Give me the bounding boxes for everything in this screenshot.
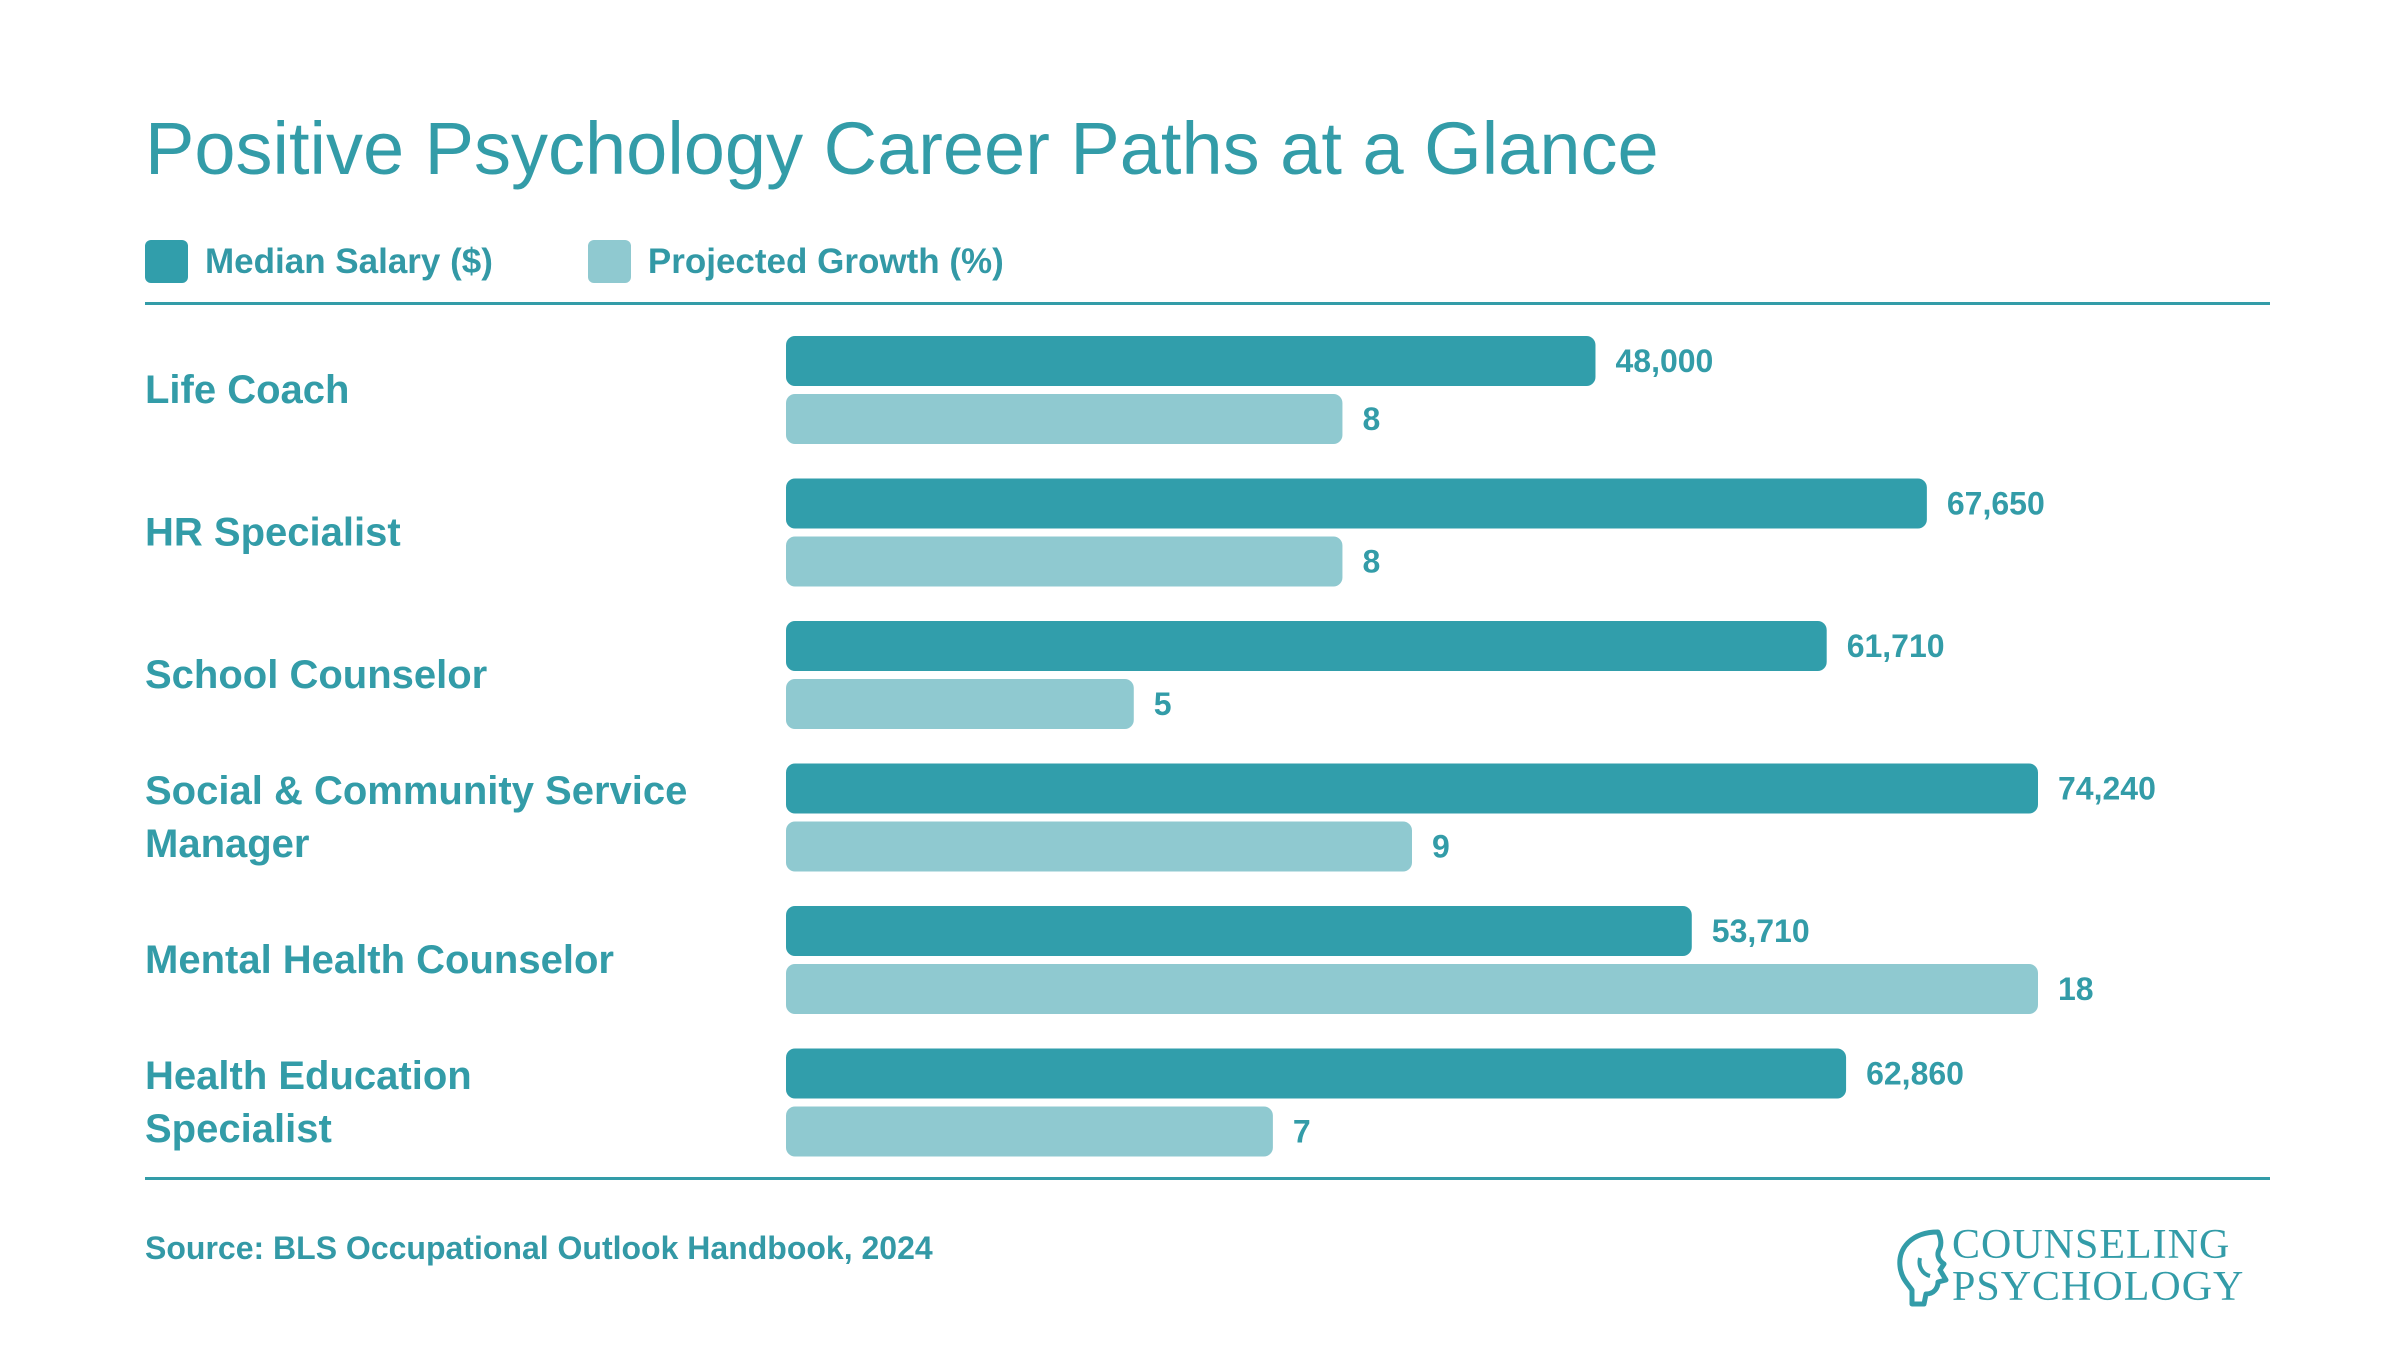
growth-value-label: 9	[1432, 829, 1450, 865]
category-label: Social & Community Service	[145, 769, 687, 813]
salary-bar	[786, 763, 2038, 814]
salary-bar	[786, 1048, 1847, 1099]
legend-item-growth: Projected Growth (%)	[587, 240, 1004, 283]
salary-bar	[786, 336, 1596, 386]
growth-bar	[786, 964, 2038, 1014]
logo-word-psychology: PSYCHOLOGY	[1952, 1264, 2245, 1310]
legend-item-salary: Median Salary ($)	[145, 240, 493, 283]
legend: Median Salary ($) Projected Growth (%)	[145, 240, 1099, 283]
growth-value-label: 5	[1154, 686, 1172, 722]
growth-value-label: 8	[1362, 544, 1380, 580]
legend-swatch-growth	[587, 240, 631, 283]
legend-swatch-salary	[145, 240, 188, 283]
category-label: Mental Health Counselor	[145, 938, 614, 982]
salary-value-label: 53,710	[1712, 913, 1810, 949]
growth-value-label: 7	[1293, 1114, 1311, 1150]
growth-bar	[786, 1106, 1273, 1157]
salary-value-label: 74,240	[2058, 771, 2156, 807]
salary-bar	[786, 621, 1827, 671]
growth-bar	[786, 536, 1343, 587]
bottom-divider	[145, 1177, 2270, 1180]
category-label: HR Specialist	[145, 511, 401, 555]
salary-bar	[786, 906, 1692, 956]
salary-value-label: 62,860	[1866, 1056, 1964, 1092]
legend-label-growth: Projected Growth (%)	[647, 241, 1004, 281]
growth-bar	[786, 394, 1343, 444]
category-label: Specialist	[145, 1107, 332, 1151]
salary-value-label: 67,650	[1947, 486, 2045, 522]
category-label: Life Coach	[145, 368, 349, 412]
category-label: School Counselor	[145, 653, 487, 697]
growth-bar	[786, 821, 1412, 872]
salary-value-label: 48,000	[1615, 343, 1713, 379]
counseling-psychology-logo: COUNSELING PSYCHOLOGY	[1890, 1218, 2250, 1308]
logo-word-counseling: COUNSELING	[1952, 1222, 2231, 1268]
salary-value-label: 61,710	[1847, 628, 1945, 664]
top-divider	[145, 302, 2270, 305]
growth-value-label: 8	[1362, 401, 1380, 437]
chart-title: Positive Psychology Career Paths at a Gl…	[145, 107, 1659, 190]
legend-label-salary: Median Salary ($)	[205, 241, 493, 281]
salary-bar	[786, 478, 1927, 529]
category-label: Health Education	[145, 1054, 472, 1098]
category-label: Manager	[145, 822, 310, 866]
growth-value-label: 18	[2058, 971, 2094, 1007]
growth-bar	[786, 679, 1134, 729]
head-profile-icon	[1897, 1229, 1949, 1307]
source-note: Source: BLS Occupational Outlook Handboo…	[145, 1230, 933, 1266]
